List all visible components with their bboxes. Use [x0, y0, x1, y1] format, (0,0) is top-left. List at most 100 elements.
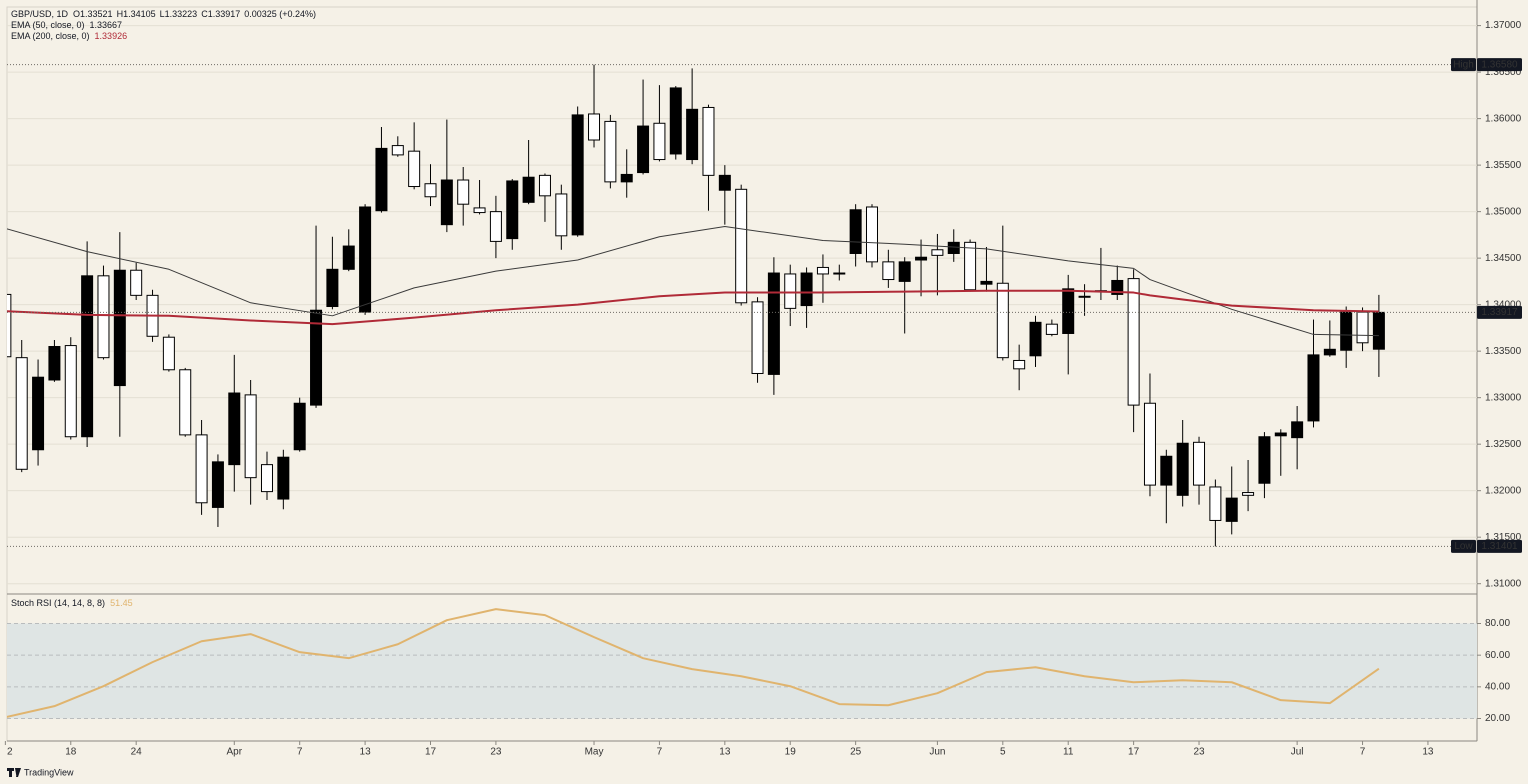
brand-name: TradingView — [24, 767, 74, 777]
band-fill — [7, 623, 1477, 719]
candle-body — [1029, 321, 1042, 357]
legend-value: 51.45 — [110, 598, 133, 608]
logo-icon — [7, 768, 21, 777]
y-tick-label: 1.33000 — [1485, 392, 1522, 403]
candle-body — [588, 113, 601, 141]
candle-body — [64, 345, 77, 438]
x-tick-label: 7 — [1360, 747, 1366, 758]
grid — [7, 25, 1477, 720]
price-badge-label: 1.36580 — [1481, 59, 1518, 70]
price-badge — [1477, 58, 1522, 72]
y-tick-label: 1.37000 — [1485, 20, 1522, 31]
y-tick-label: 1.34500 — [1485, 253, 1522, 264]
candle-body — [506, 180, 519, 240]
candle-body — [571, 114, 584, 236]
y-tick-label: 1.32500 — [1485, 439, 1522, 450]
line-series — [7, 289, 1379, 326]
x-tick-label: 23 — [1193, 747, 1205, 758]
x-tick-label: 2 — [7, 747, 13, 758]
x-tick-label: Jul — [1291, 747, 1304, 758]
price-badge — [1477, 539, 1522, 553]
candle-body — [865, 206, 878, 263]
legend-name: EMA (50, close, 0) — [11, 20, 85, 30]
x-tick-label: 11 — [1063, 747, 1074, 758]
candle-body — [718, 174, 731, 191]
candle-body — [751, 301, 764, 374]
y-tick-label: 1.34000 — [1485, 299, 1522, 310]
x-tick-label: 18 — [65, 747, 77, 758]
y-tick-label: 1.36500 — [1485, 67, 1522, 78]
candle-body — [48, 346, 61, 381]
candle-body — [1078, 295, 1091, 298]
candle-body — [980, 280, 993, 285]
line-series — [7, 608, 1380, 718]
candle-body — [833, 272, 846, 275]
candle-body — [457, 179, 470, 205]
x-tick-label: 24 — [131, 747, 143, 758]
candle-body — [816, 266, 829, 275]
candle-body — [440, 179, 453, 226]
badge-name-box — [1451, 539, 1476, 553]
candle-body — [113, 269, 126, 387]
candle-body — [1372, 311, 1385, 350]
x-tick-label: 17 — [1128, 747, 1140, 758]
candle-body — [947, 241, 960, 254]
candle-body — [1274, 432, 1287, 437]
candle-body — [1045, 323, 1058, 335]
candle-body — [1340, 311, 1353, 351]
candle-body — [882, 261, 895, 281]
ohlc-label: C — [201, 9, 208, 19]
candle-body — [1193, 441, 1206, 486]
candle-body — [604, 120, 617, 183]
legend-ema200: EMA (200, close, 0) 1.33926 — [11, 31, 127, 41]
candle-body — [1143, 402, 1156, 486]
candle-body — [915, 256, 928, 261]
price-badge-label: 1.33917 — [1481, 307, 1518, 318]
candle-body — [538, 174, 551, 197]
candle-body — [359, 206, 372, 313]
x-tick-label: 17 — [425, 747, 437, 758]
badge-name-box — [1451, 58, 1476, 72]
y-tick-label: 60.00 — [1485, 650, 1510, 661]
price-badge-label: 1.31401 — [1481, 541, 1518, 552]
badge-name: Low — [1454, 541, 1473, 552]
y-tick-label: 1.31500 — [1485, 532, 1522, 543]
legend-name: Stoch RSI (14, 14, 8, 8) — [11, 598, 105, 608]
legend-value: 1.33926 — [95, 31, 128, 41]
candle-body — [735, 188, 748, 304]
candle-body — [97, 275, 110, 359]
candle-body — [244, 394, 257, 479]
x-tick-label: 13 — [719, 747, 731, 758]
badge-name: High — [1453, 59, 1474, 70]
candle-body — [489, 211, 502, 242]
legend-stoch: Stoch RSI (14, 14, 8, 8) 51.45 — [11, 598, 133, 608]
axes: 1.31000 1.31500 1.32000 1.32500 1.33000 1.335… — [4, 20, 1522, 758]
candle-body — [211, 461, 224, 508]
legend-ema50: EMA (50, close, 0) 1.33667 — [11, 20, 122, 30]
candle-body — [1176, 442, 1189, 496]
ohlc-label: O — [73, 9, 80, 19]
x-tick-label: 23 — [490, 747, 502, 758]
x-tick-label: 25 — [850, 747, 862, 758]
x-tick-label: Apr — [227, 747, 243, 758]
ohlc-label: L — [160, 9, 165, 19]
candle-body — [310, 309, 323, 406]
candle-body — [1258, 436, 1271, 484]
candle-body — [522, 176, 535, 203]
candle-body — [1209, 486, 1222, 521]
candle-body — [7, 293, 12, 358]
change: 0.00325 (+0.24%) — [244, 9, 316, 19]
legend-value: 1.33667 — [90, 20, 123, 30]
candle-body — [473, 207, 486, 214]
candle-body — [767, 272, 780, 375]
candle-body — [195, 434, 208, 504]
legend-name: EMA (200, close, 0) — [11, 31, 90, 41]
candle-body — [1160, 455, 1173, 486]
candle-body — [1307, 354, 1320, 422]
y-tick-label: 20.00 — [1485, 713, 1510, 724]
candle-body — [686, 108, 699, 161]
candle-body — [228, 392, 241, 466]
candle-body — [996, 282, 1009, 359]
candle-body — [1013, 359, 1026, 370]
y-tick-label: 80.00 — [1485, 618, 1510, 629]
